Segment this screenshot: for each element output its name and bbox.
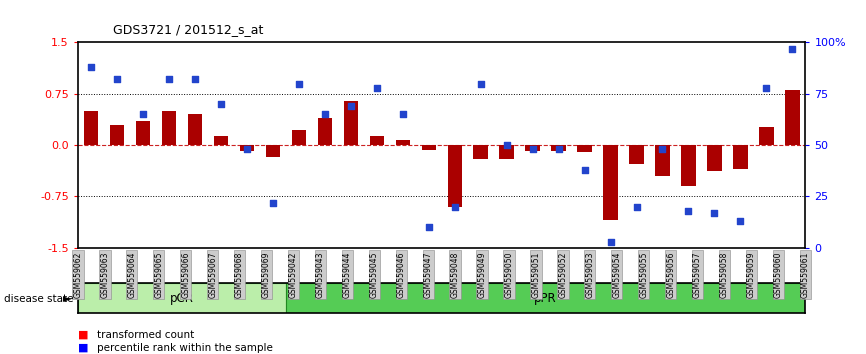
Text: ►: ►	[62, 294, 71, 304]
Text: GSM559064: GSM559064	[127, 251, 136, 298]
Point	[656, 147, 669, 152]
Text: ■: ■	[78, 343, 88, 353]
Bar	[604, 145, 617, 221]
Text: GSM559062: GSM559062	[74, 251, 82, 298]
Bar	[292, 130, 306, 145]
Text: GSM559061: GSM559061	[801, 251, 810, 298]
Text: GSM559068: GSM559068	[235, 251, 244, 298]
Point	[474, 81, 488, 86]
Text: GSM559053: GSM559053	[585, 251, 594, 298]
Bar	[396, 140, 410, 145]
Bar	[552, 145, 565, 150]
Text: GSM559051: GSM559051	[532, 251, 540, 298]
Text: GSM559042: GSM559042	[289, 251, 298, 298]
Point	[604, 239, 617, 245]
Text: ■: ■	[78, 330, 88, 339]
Bar	[656, 145, 669, 176]
Bar	[370, 136, 384, 145]
Text: GSM559044: GSM559044	[343, 251, 352, 298]
Point	[344, 103, 358, 109]
Point	[448, 204, 462, 210]
Text: GSM559066: GSM559066	[181, 251, 191, 298]
Text: disease state: disease state	[4, 294, 74, 304]
Point	[759, 85, 773, 91]
Point	[500, 142, 514, 148]
Point	[552, 147, 565, 152]
Point	[526, 147, 540, 152]
Text: GSM559049: GSM559049	[477, 251, 487, 298]
Point	[110, 76, 124, 82]
Bar	[344, 101, 358, 145]
Point	[630, 204, 643, 210]
Bar	[318, 118, 332, 145]
Point	[422, 224, 436, 230]
Point	[682, 208, 695, 214]
Text: GSM559059: GSM559059	[747, 251, 756, 298]
Bar	[500, 145, 514, 159]
Bar	[240, 145, 254, 150]
Text: GSM559045: GSM559045	[370, 251, 378, 298]
Text: GSM559048: GSM559048	[450, 251, 460, 298]
Text: percentile rank within the sample: percentile rank within the sample	[97, 343, 273, 353]
Point	[266, 200, 280, 205]
Text: GSM559069: GSM559069	[262, 251, 271, 298]
Text: pPR: pPR	[534, 292, 557, 305]
Text: transformed count: transformed count	[97, 330, 194, 339]
Text: GSM559065: GSM559065	[154, 251, 164, 298]
Bar	[78, 283, 286, 313]
Bar	[759, 127, 773, 145]
Text: GSM559054: GSM559054	[612, 251, 621, 298]
Point	[578, 167, 591, 173]
Point	[396, 112, 410, 117]
Bar	[785, 90, 799, 145]
Text: GSM559052: GSM559052	[559, 251, 567, 298]
Text: GSM559067: GSM559067	[208, 251, 217, 298]
Bar	[136, 121, 150, 145]
Point	[240, 147, 254, 152]
Bar	[682, 145, 695, 186]
Bar	[188, 114, 202, 145]
Point	[318, 112, 332, 117]
Point	[734, 218, 747, 224]
Bar	[84, 111, 98, 145]
Text: GSM559057: GSM559057	[693, 251, 702, 298]
Bar	[474, 145, 488, 159]
Point	[136, 112, 150, 117]
Text: GSM559058: GSM559058	[720, 251, 729, 298]
Point	[214, 101, 228, 107]
Bar	[214, 136, 228, 145]
Text: GSM559060: GSM559060	[774, 251, 783, 298]
Text: GDS3721 / 201512_s_at: GDS3721 / 201512_s_at	[113, 23, 263, 36]
Bar	[578, 145, 591, 152]
Point	[370, 85, 384, 91]
Bar	[630, 145, 643, 164]
Text: pCR: pCR	[170, 292, 194, 305]
Bar	[526, 145, 540, 150]
Point	[708, 210, 721, 216]
Text: GSM559055: GSM559055	[639, 251, 649, 298]
Bar	[110, 125, 124, 145]
Text: GSM559046: GSM559046	[397, 251, 406, 298]
Point	[84, 64, 98, 70]
Bar	[422, 145, 436, 150]
Bar	[708, 145, 721, 171]
Bar	[734, 145, 747, 169]
Point	[785, 46, 799, 51]
Bar	[162, 111, 176, 145]
Text: GSM559063: GSM559063	[100, 251, 109, 298]
Text: GSM559047: GSM559047	[423, 251, 433, 298]
Point	[188, 76, 202, 82]
Point	[292, 81, 306, 86]
Text: GSM559043: GSM559043	[316, 251, 325, 298]
Bar	[286, 283, 805, 313]
Point	[162, 76, 176, 82]
Bar	[448, 145, 462, 207]
Text: GSM559050: GSM559050	[505, 251, 514, 298]
Text: GSM559056: GSM559056	[666, 251, 675, 298]
Bar	[266, 145, 280, 158]
